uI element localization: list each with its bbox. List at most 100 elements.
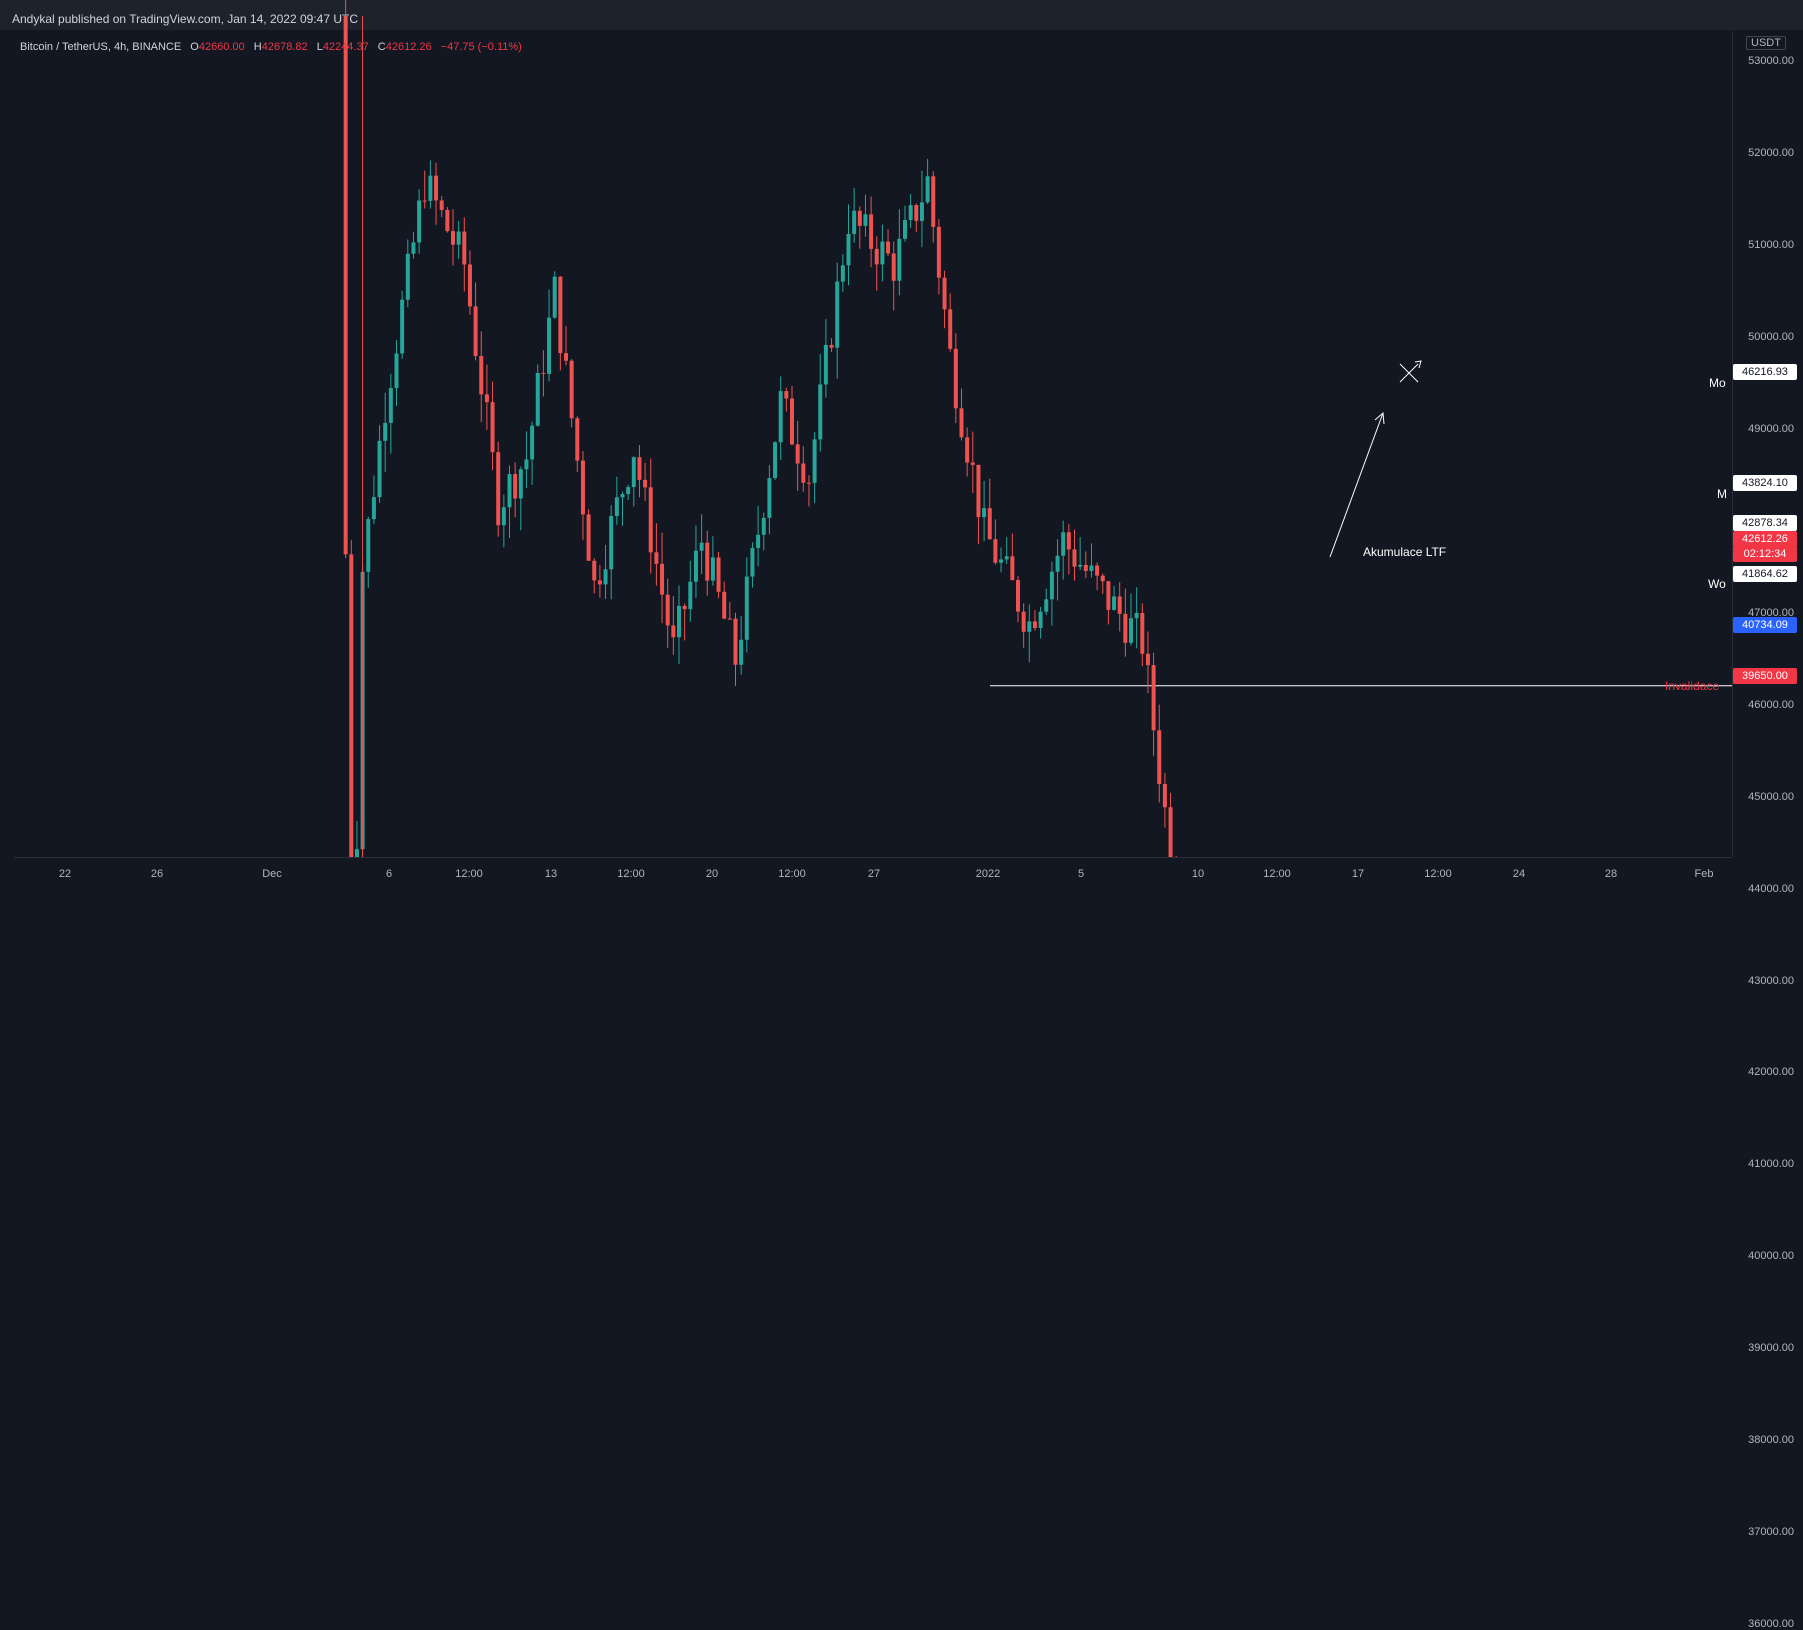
candle-body: [648, 487, 653, 553]
candle-body: [965, 437, 970, 463]
price-tick-label: 51000.00: [1748, 238, 1794, 251]
candle-body: [688, 581, 693, 610]
candle-body: [518, 469, 523, 499]
symbol-title[interactable]: Bitcoin / TetherUS, 4h, BINANCE: [20, 41, 182, 53]
candle-body: [609, 516, 614, 570]
candle-body: [394, 353, 399, 389]
candle-body: [1145, 653, 1150, 666]
high-key: H: [253, 41, 262, 53]
candle-body: [388, 388, 393, 423]
time-tick-label: 20: [705, 868, 719, 880]
time-tick-label: 12:00: [1263, 868, 1291, 880]
candle-body: [1151, 665, 1156, 731]
tag-wo: 41864.62: [1733, 566, 1797, 582]
candle-body: [439, 200, 444, 210]
price-tick-label: 38000.00: [1748, 1434, 1794, 1447]
candle-body: [456, 231, 461, 245]
candle-body: [677, 605, 681, 638]
time-tick-label: 28: [1604, 868, 1618, 880]
candle-body: [422, 200, 427, 202]
candle-body: [693, 550, 698, 582]
tag-mo: 46216.93: [1733, 364, 1797, 380]
candle-body: [343, 16, 348, 555]
candle-body: [479, 356, 484, 395]
price-tick-label: 42000.00: [1748, 1066, 1794, 1079]
price-tick-label: 47000.00: [1748, 606, 1794, 619]
label-invalid: Invalidace: [1665, 679, 1720, 693]
price-tick-label: 45000.00: [1748, 790, 1794, 803]
candle-body: [541, 372, 546, 374]
candle-body: [1134, 612, 1139, 619]
price-tick-label: 39000.00: [1748, 1342, 1794, 1355]
candle-body: [1140, 612, 1145, 654]
candle-body: [643, 479, 648, 488]
candle-body: [1095, 565, 1100, 576]
candle-body: [705, 542, 710, 581]
candle-body: [812, 439, 817, 483]
tag-countdown: 02:12:34: [1733, 546, 1797, 562]
candle-body: [1112, 596, 1117, 610]
price-tick-label: 41000.00: [1748, 1158, 1794, 1171]
candle-body: [891, 253, 896, 281]
candle-body: [999, 559, 1004, 563]
candle-body: [880, 241, 885, 265]
price-scale[interactable]: 36000.00 37000.00 38000.00 39000.00 40000.00…: [1732, 31, 1803, 1630]
candle-body: [614, 497, 619, 517]
close-key: C: [377, 41, 386, 53]
candle-body: [1162, 784, 1167, 808]
candle-body: [897, 238, 902, 281]
candle-body: [626, 487, 631, 495]
candle-body: [993, 539, 998, 563]
candle-body: [756, 534, 761, 548]
currency-label[interactable]: USDT: [1746, 36, 1786, 50]
candle-body: [874, 248, 879, 265]
candle-body: [1004, 556, 1009, 560]
open-value: 42660.00: [198, 41, 245, 53]
candle-body: [739, 639, 744, 665]
candle-body: [564, 353, 568, 361]
time-scale[interactable]: 22 26 Dec 6 12:00 13 12:00 20 12:00 27 2022 5 10 12:0…: [14, 857, 1732, 890]
candle-body: [1078, 564, 1083, 567]
candle-body: [903, 219, 907, 239]
candle-body: [1168, 807, 1173, 873]
candle-body: [507, 474, 512, 508]
tag-m: 43824.10: [1733, 475, 1797, 491]
time-tick-label: 10: [1191, 868, 1205, 880]
candle-body: [1027, 621, 1032, 632]
label-mo: Mo: [1709, 376, 1726, 390]
chart-area[interactable]: [14, 31, 1732, 857]
price-tick-label: 40000.00: [1748, 1250, 1794, 1263]
candle-body: [942, 277, 947, 310]
candle-body: [654, 552, 659, 564]
label-wo: Wo: [1708, 577, 1726, 591]
candle-body: [1016, 580, 1020, 612]
candle-body: [744, 576, 749, 640]
candle-body: [496, 452, 501, 526]
candle-body: [1021, 611, 1026, 632]
candle-body: [1106, 581, 1111, 610]
candle-body: [660, 563, 665, 595]
candle-body: [761, 517, 766, 535]
candle-body: [852, 210, 857, 234]
time-tick-label: 12:00: [617, 868, 645, 880]
candle-body: [750, 547, 755, 577]
candle-body: [637, 457, 642, 480]
candle-body: [733, 618, 738, 665]
candle-body: [400, 299, 405, 354]
price-tick-label: 53000.00: [1748, 55, 1794, 67]
candle-body: [1055, 555, 1060, 572]
candle-body: [829, 344, 834, 348]
candle-body: [699, 542, 704, 551]
candle-body: [620, 494, 625, 498]
target-cross-b: [1399, 363, 1419, 383]
candle-body: [552, 276, 557, 318]
price-tick-label: 49000.00: [1748, 422, 1794, 435]
candle-body: [665, 594, 670, 626]
candle-body: [586, 514, 591, 561]
label-akumulace: Akumulace LTF: [1363, 545, 1447, 559]
candle-body: [530, 425, 535, 460]
time-tick-label: 2022: [975, 868, 1001, 880]
target-cross-head: [1414, 360, 1422, 369]
time-tick-label: Dec: [262, 868, 282, 880]
candle-body: [1010, 556, 1015, 581]
